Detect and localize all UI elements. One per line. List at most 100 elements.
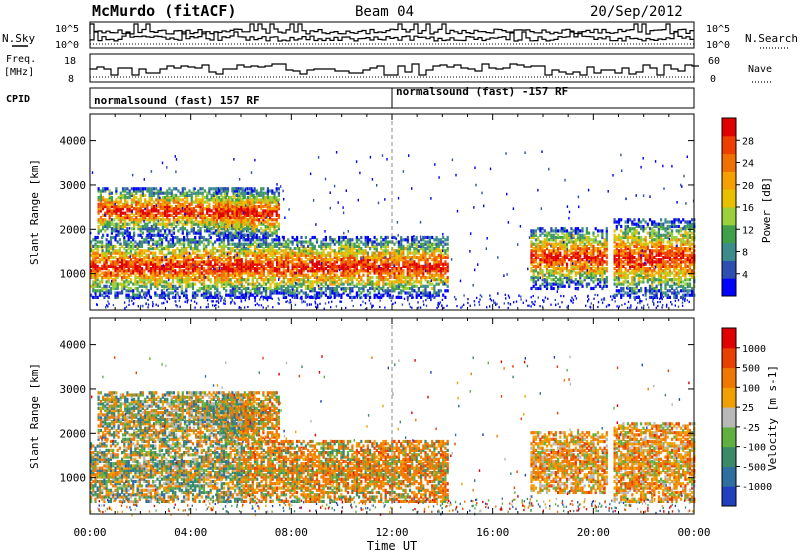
scatter-cell	[163, 253, 166, 257]
scatter-cell	[307, 278, 310, 282]
scatter-cell	[206, 209, 209, 213]
scatter-cell	[205, 238, 208, 242]
scatter-cell	[148, 211, 151, 215]
scatter-cell	[561, 267, 564, 271]
scatter-cell	[530, 235, 533, 240]
cpid-text-left: normalsound (fast) 157 RF	[94, 94, 260, 107]
scatter-cell	[257, 213, 261, 217]
scatter-cell	[298, 273, 301, 277]
scatter-cell	[183, 291, 186, 295]
scatter-cell	[181, 191, 184, 195]
scatter-cell	[444, 278, 447, 282]
scatter-cell	[235, 227, 238, 231]
scatter-cell	[415, 291, 418, 295]
scatter-cell	[208, 187, 211, 191]
scatter-cell	[92, 271, 95, 275]
scatter-cell	[247, 247, 250, 251]
scatter-cell	[545, 264, 549, 268]
scatter-cell	[127, 273, 130, 277]
scatter-cell	[260, 213, 263, 217]
scatter-cell	[123, 242, 126, 246]
scatter-cell	[123, 260, 126, 264]
scatter-cell	[327, 251, 330, 255]
scatter-cell	[537, 271, 540, 275]
scatter-cell	[166, 200, 169, 204]
scatter-cell	[222, 233, 225, 237]
scatter-cell	[395, 267, 398, 271]
scatter-cell	[180, 238, 183, 242]
scatter-cell	[191, 267, 195, 271]
scatter-cell	[183, 187, 187, 191]
scatter-cell	[264, 209, 267, 213]
scatter-cell	[106, 207, 109, 211]
scatter-cell	[344, 255, 347, 260]
scatter-cell	[271, 247, 274, 251]
scatter-cell	[126, 209, 129, 213]
scatter-cell	[389, 275, 392, 280]
scatter-cell	[163, 280, 166, 284]
scatter-cell	[417, 251, 420, 255]
scatter-cell	[568, 278, 571, 282]
scatter-cell	[191, 258, 195, 262]
scatter-cell	[166, 213, 169, 217]
scatter-cell	[280, 291, 283, 295]
scatter-cell	[130, 198, 133, 202]
scatter-cell	[240, 207, 243, 211]
scatter-cell	[201, 187, 204, 191]
scatter-cell	[435, 267, 438, 271]
scatter-cell	[442, 267, 445, 271]
scatter-cell	[210, 209, 213, 213]
scatter-cell	[257, 218, 261, 222]
scatter-cell	[141, 227, 144, 231]
scatter-cell	[565, 231, 569, 235]
scatter-cell	[258, 286, 261, 291]
scatter-cell	[136, 242, 139, 246]
scatter-cell	[211, 271, 214, 275]
scatter-cell	[238, 196, 241, 200]
scatter-cell	[446, 264, 449, 268]
scatter-cell	[157, 216, 160, 220]
scatter-cell	[92, 284, 95, 288]
scatter-cell	[189, 253, 192, 257]
scatter-cell	[262, 220, 265, 224]
scatter-cell	[273, 209, 276, 213]
scatter-cell	[282, 291, 285, 295]
scatter-cell	[209, 253, 212, 257]
scatter-cell	[249, 233, 252, 237]
scatter-cell	[179, 220, 182, 224]
scatter-cell	[324, 260, 327, 264]
scatter-cell	[413, 264, 416, 268]
scatter-cell	[366, 240, 369, 244]
scatter-cell	[384, 275, 387, 280]
scatter-cell	[197, 204, 200, 209]
scatter-cell	[175, 218, 178, 222]
scatter-cell	[90, 244, 93, 248]
scatter-cell	[277, 198, 280, 202]
scatter-cell	[94, 295, 97, 299]
scatter-cell	[275, 202, 278, 206]
scatter-cell	[271, 260, 274, 264]
scatter-cell	[101, 235, 104, 240]
scatter-cell	[324, 280, 327, 284]
scatter-cell	[271, 238, 274, 242]
scatter-cell	[338, 238, 341, 242]
scatter-cell	[92, 282, 95, 286]
scatter-cell	[269, 286, 272, 291]
scatter-cell	[140, 280, 144, 284]
scatter-cell	[563, 247, 566, 251]
scatter-cell	[155, 191, 158, 195]
scatter-cell	[269, 289, 272, 293]
scatter-cell	[92, 255, 95, 260]
scatter-cell	[256, 255, 259, 260]
scatter-cell	[119, 196, 122, 200]
scatter-cell	[380, 260, 383, 264]
scatter-cell	[220, 284, 223, 288]
scatter-cell	[389, 271, 392, 275]
scatter-cell	[557, 255, 560, 260]
scatter-cell	[199, 198, 202, 202]
scatter-cell	[435, 247, 438, 251]
scatter-cell	[121, 253, 124, 257]
scatter-cell	[260, 207, 263, 211]
scatter-cell	[174, 273, 177, 277]
scatter-cell	[322, 264, 325, 268]
